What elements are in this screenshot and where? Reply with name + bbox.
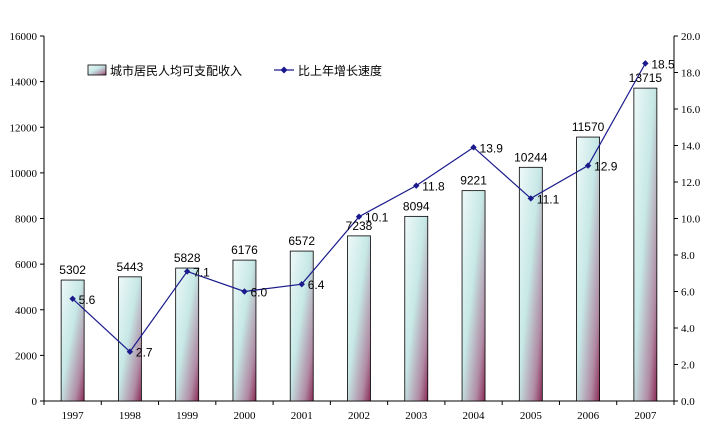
bar [404,215,429,402]
y-right-tick-label: 16.0 [681,104,701,116]
line-value-label: 2.7 [136,346,153,360]
bar-value-label: 5828 [174,251,201,265]
line-point [241,288,248,295]
line-value-label: 7.1 [193,265,210,279]
bar-value-label: 5302 [59,263,86,277]
y-right-tick-label: 4.0 [681,323,695,335]
legend-label-bar: 城市居民人均可支配收入 [110,63,242,78]
x-tick-label: 1999 [176,410,199,422]
line-value-label: 6.4 [308,278,325,292]
y-left-tick-label: 4000 [15,305,38,317]
line-value-label: 11.8 [422,180,445,194]
bar [633,87,658,402]
legend-swatch-bar [87,64,107,76]
y-right-tick-label: 14.0 [681,141,701,153]
bar [518,166,543,402]
x-tick-label: 2001 [291,410,313,422]
bar-value-label: 13715 [629,71,663,85]
x-tick-label: 1997 [62,410,85,422]
x-tick-label: 2005 [520,410,543,422]
line-point [298,281,305,288]
y-right-tick-label: 12.0 [681,177,701,189]
line-value-label: 10.1 [365,211,389,225]
bar-value-label: 6572 [288,234,315,248]
bar [175,267,200,402]
bar-value-label: 7238 [346,219,373,233]
bar [461,190,486,402]
bar [118,276,142,402]
x-tick-label: 2003 [405,410,428,422]
bar [347,235,371,402]
chart-axes: 0 2000 4000 6000 8000 10000 12000 14000 16000 0.0… [10,31,701,422]
line-value-label: 13.9 [480,141,504,155]
bar [289,250,314,402]
line-value-label: 11.1 [537,192,560,206]
x-tick-label: 2002 [348,410,370,422]
x-tick-label: 1998 [119,410,142,422]
line-point [470,144,477,151]
bar-value-label: 8094 [403,199,430,213]
bar [576,136,600,402]
bar-value-label: 11570 [572,120,605,134]
line-point [355,213,363,220]
y-right-tick-label: 0.0 [681,396,695,408]
y-right-tick-label: 10.0 [681,214,701,226]
line-series [69,60,649,355]
bar-value-label: 9221 [460,174,487,188]
bar-value-label: 5443 [117,260,144,274]
line-point [527,195,535,202]
x-tick-label: 2000 [233,410,256,422]
line-value-label: 12.9 [594,160,618,174]
x-tick-label: 2007 [634,410,657,422]
bar-series [60,87,658,402]
line-point [126,348,134,355]
line-value-label: 5.6 [79,293,96,307]
y-left-tick-label: 2000 [15,350,38,362]
data-labels: 5302 5443 5828 6176 6572 7238 8094 9221 10244 115… [59,57,675,359]
bar-value-label: 10244 [514,150,548,164]
x-tick-label: 2006 [577,410,600,422]
bar [60,279,85,402]
bar [232,259,257,402]
bar-value-label: 6176 [231,243,258,257]
line-value-label: 6.0 [250,286,267,300]
y-left-tick-label: 14000 [10,77,38,89]
y-left-tick-label: 8000 [15,214,38,226]
line-point [642,60,649,67]
y-left-tick-label: 12000 [10,122,38,134]
y-right-tick-label: 20.0 [681,31,701,43]
x-tick-label: 2004 [463,410,486,422]
y-right-tick-label: 2.0 [681,360,695,372]
legend-swatch-marker [280,66,288,74]
y-left-tick-label: 6000 [15,259,38,271]
line-point [183,268,191,275]
y-left-tick-label: 16000 [10,31,38,43]
legend-label-line: 比上年增长速度 [298,63,382,78]
legend: 城市居民人均可支配收入 比上年增长速度 [87,63,382,78]
y-left-tick-label: 10000 [10,168,38,180]
y-right-tick-label: 8.0 [681,250,695,262]
y-left-tick-label: 0 [32,396,38,408]
y-right-tick-label: 6.0 [681,287,695,299]
y-right-tick-label: 18.0 [681,68,701,80]
line-value-label: 18.5 [651,57,675,71]
line-point [584,162,592,169]
line-point [69,295,76,302]
line-point [413,182,420,189]
